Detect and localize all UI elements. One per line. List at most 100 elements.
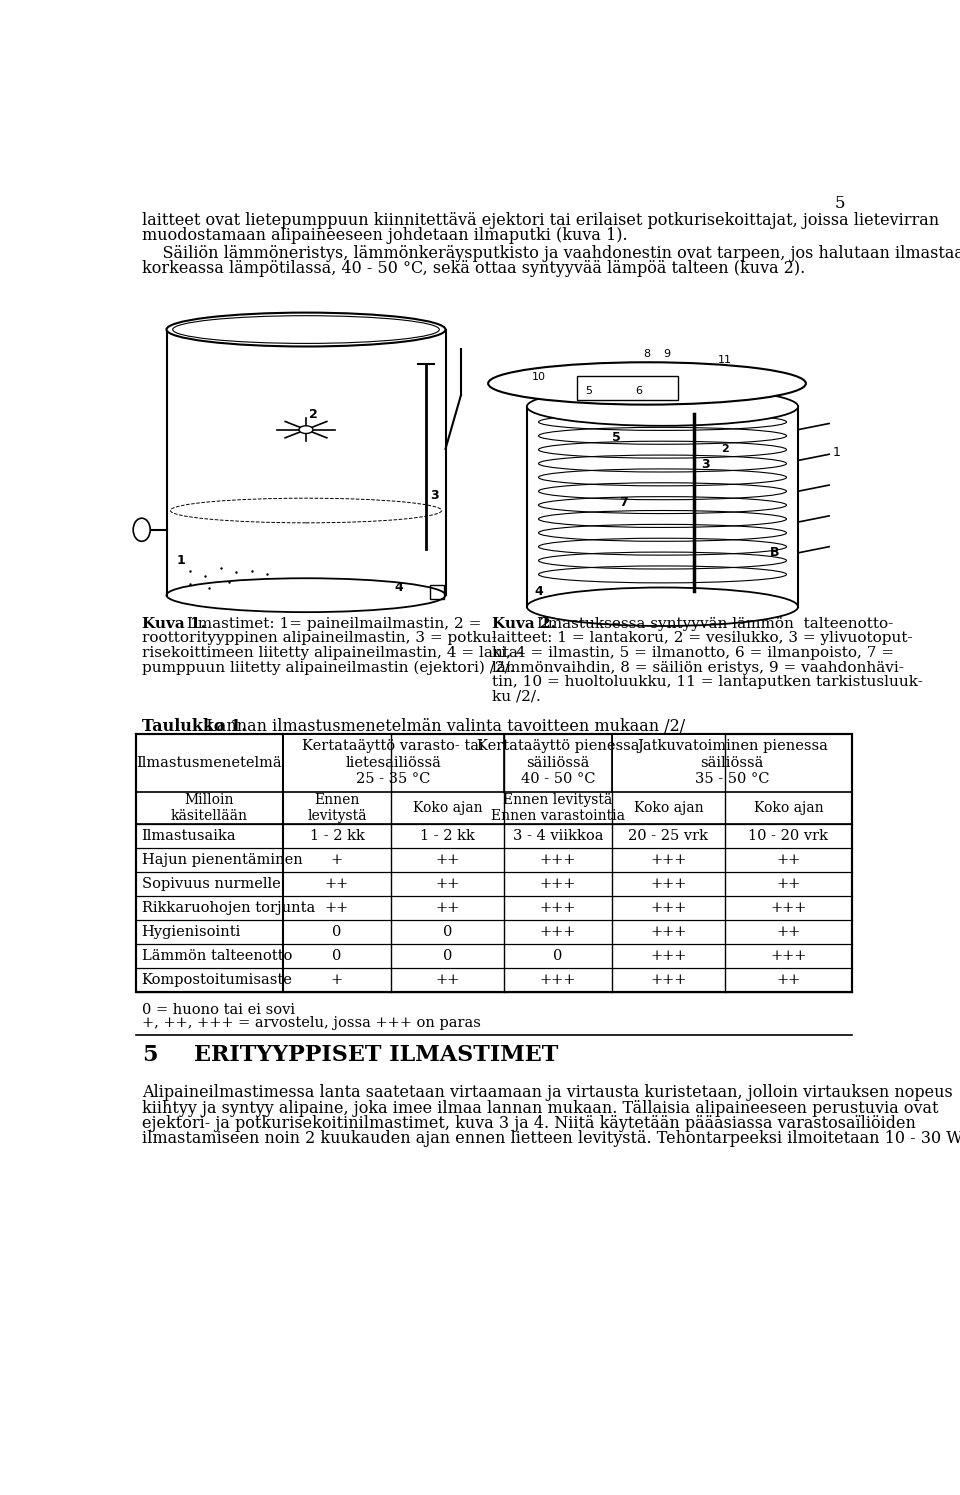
Text: Ilmastimet: 1= paineilmailmastin, 2 =: Ilmastimet: 1= paineilmailmastin, 2 =	[182, 617, 481, 631]
Text: 10: 10	[532, 372, 545, 383]
Text: 2: 2	[309, 408, 318, 420]
Text: 7: 7	[619, 496, 628, 510]
Text: laitteet ovat lietepumppuun kiinnitettävä ejektori tai erilaiset potkurisekoitta: laitteet ovat lietepumppuun kiinnitettäv…	[142, 212, 939, 229]
Text: +: +	[331, 852, 343, 867]
Text: ++: ++	[777, 973, 801, 987]
Text: 1: 1	[833, 446, 841, 459]
Text: +++: +++	[650, 878, 686, 891]
Text: ++: ++	[324, 878, 349, 891]
Text: ++: ++	[777, 925, 801, 939]
Ellipse shape	[166, 312, 445, 347]
Text: 5: 5	[612, 431, 620, 444]
Text: +++: +++	[650, 901, 686, 915]
Text: +++: +++	[650, 949, 686, 963]
Text: Sopivuus nurmelle: Sopivuus nurmelle	[142, 878, 280, 891]
Text: 5: 5	[142, 1044, 157, 1066]
Text: ++: ++	[777, 878, 801, 891]
Text: 0: 0	[443, 925, 452, 939]
Text: +++: +++	[540, 925, 576, 939]
Text: ejektori- ja potkurisekoitinilmastimet, kuva 3 ja 4. Niitä käytetään pääasiassa : ejektori- ja potkurisekoitinilmastimet, …	[142, 1115, 916, 1132]
Text: Kuva 2.: Kuva 2.	[492, 617, 556, 631]
Text: korkeassa lämpötilassa, 40 - 50 °C, sekä ottaa syntyyvää lämpöä talteen (kuva 2): korkeassa lämpötilassa, 40 - 50 °C, sekä…	[142, 260, 804, 277]
Text: Milloin
käsitellään: Milloin käsitellään	[171, 792, 248, 822]
FancyBboxPatch shape	[577, 375, 678, 401]
Text: Kompostoitumisaste: Kompostoitumisaste	[142, 973, 293, 987]
Ellipse shape	[166, 579, 445, 611]
Text: Alipaineilmastimessa lanta saatetaan virtaamaan ja virtausta kuristetaan, jolloi: Alipaineilmastimessa lanta saatetaan vir…	[142, 1084, 952, 1102]
Text: +++: +++	[650, 973, 686, 987]
Text: 1: 1	[176, 555, 185, 567]
Text: ++: ++	[435, 901, 460, 915]
Text: Ennen levitystä
Ennen varastointia: Ennen levitystä Ennen varastointia	[491, 792, 625, 822]
Text: Lannan ilmastusmenetelmän valinta tavoitteen mukaan /2/: Lannan ilmastusmenetelmän valinta tavoit…	[196, 719, 685, 736]
Text: ki, 4 = ilmastin, 5 = ilmanotto, 6 = ilmanpoisto, 7 =: ki, 4 = ilmastin, 5 = ilmanotto, 6 = ilm…	[492, 646, 894, 659]
Text: Lämmön talteenotto: Lämmön talteenotto	[142, 949, 292, 963]
Text: 5: 5	[834, 194, 845, 212]
Ellipse shape	[527, 588, 798, 626]
Text: 10 - 20 vrk: 10 - 20 vrk	[749, 828, 828, 843]
Text: +++: +++	[650, 925, 686, 939]
Text: 3: 3	[701, 457, 709, 471]
Text: 1 - 2 kk: 1 - 2 kk	[420, 828, 475, 843]
Text: Ilmastusmenetelmä: Ilmastusmenetelmä	[136, 755, 282, 770]
Text: 0: 0	[332, 925, 342, 939]
Text: ++: ++	[435, 973, 460, 987]
Text: 6: 6	[636, 386, 643, 396]
Text: 0: 0	[553, 949, 563, 963]
Text: ilmastamiseen noin 2 kuukauden ajan ennen lietteen levitystä. Tehontarpeeksi ilm: ilmastamiseen noin 2 kuukauden ajan enne…	[142, 1130, 960, 1147]
Text: +++: +++	[540, 973, 576, 987]
Text: 5: 5	[586, 386, 592, 396]
Text: Säiliön lämmöneristys, lämmönkeräysputkisto ja vaahdonestin ovat tarpeen, jos ha: Säiliön lämmöneristys, lämmönkeräysputki…	[142, 245, 960, 262]
Text: 0: 0	[443, 949, 452, 963]
Text: 3 - 4 viikkoa: 3 - 4 viikkoa	[513, 828, 603, 843]
Text: pumppuun liitetty alipaineilmastin (ejektori) /2/.: pumppuun liitetty alipaineilmastin (ejek…	[142, 661, 515, 676]
Text: Ennen
levitystä: Ennen levitystä	[307, 792, 367, 822]
Text: tin, 10 = huoltoluukku, 11 = lantaputken tarkistusluuk-: tin, 10 = huoltoluukku, 11 = lantaputken…	[492, 676, 923, 689]
Text: +++: +++	[540, 852, 576, 867]
Text: ++: ++	[435, 878, 460, 891]
Text: ku /2/.: ku /2/.	[492, 689, 540, 704]
Text: Koko ajan: Koko ajan	[413, 801, 482, 815]
Text: ++: ++	[777, 852, 801, 867]
Text: roottorityyppinen alipaineilmastin, 3 = potku-: roottorityyppinen alipaineilmastin, 3 = …	[142, 631, 496, 646]
Text: 4: 4	[395, 582, 403, 594]
Text: Hygienisointi: Hygienisointi	[142, 925, 241, 939]
Bar	[283, 734, 391, 791]
Ellipse shape	[299, 426, 313, 434]
Ellipse shape	[488, 362, 805, 405]
Text: Kuva 1.: Kuva 1.	[142, 617, 205, 631]
Text: risekoittimeen liitetty alipaineilmastin, 4 = lanta-: risekoittimeen liitetty alipaineilmastin…	[142, 646, 522, 659]
Text: lämmönvaihdin, 8 = säiliön eristys, 9 = vaahdonhävi-: lämmönvaihdin, 8 = säiliön eristys, 9 = …	[492, 661, 904, 674]
Text: 8: 8	[643, 350, 651, 359]
Text: Rikkaruohojen torjunta: Rikkaruohojen torjunta	[142, 901, 315, 915]
Text: Ilmastusaika: Ilmastusaika	[142, 828, 236, 843]
Text: 9: 9	[662, 350, 670, 359]
Text: +, ++, +++ = arvostelu, jossa +++ on paras: +, ++, +++ = arvostelu, jossa +++ on par…	[142, 1017, 481, 1030]
Text: Koko ajan: Koko ajan	[634, 801, 703, 815]
Text: laitteet: 1 = lantakoru, 2 = vesilukko, 3 = ylivuotoput-: laitteet: 1 = lantakoru, 2 = vesilukko, …	[492, 631, 913, 646]
Text: 4: 4	[534, 585, 542, 598]
Text: +++: +++	[770, 949, 806, 963]
Text: Taulukko 1.: Taulukko 1.	[142, 719, 247, 736]
Text: Kertataäyttö pienessa
säiliössä
40 - 50 °C: Kertataäyttö pienessa säiliössä 40 - 50 …	[476, 740, 639, 786]
Ellipse shape	[527, 387, 798, 426]
Text: kiihtyy ja syntyy alipaine, joka imee ilmaa lannan mukaan. Tällaisia alipaineese: kiihtyy ja syntyy alipaine, joka imee il…	[142, 1099, 938, 1117]
Text: Hajun pienentäminen: Hajun pienentäminen	[142, 852, 302, 867]
Text: 1 - 2 kk: 1 - 2 kk	[309, 828, 365, 843]
Text: Koko ajan: Koko ajan	[754, 801, 824, 815]
Text: 0: 0	[332, 949, 342, 963]
Text: 11: 11	[717, 356, 732, 365]
Text: +++: +++	[770, 901, 806, 915]
Bar	[135, 734, 852, 991]
Text: 20 - 25 vrk: 20 - 25 vrk	[628, 828, 708, 843]
Text: Ilmastuksessa syntyyvän lämmön  talteenotto-: Ilmastuksessa syntyyvän lämmön talteenot…	[532, 617, 894, 631]
Text: 2: 2	[721, 444, 729, 454]
Text: 0 = huono tai ei sovi: 0 = huono tai ei sovi	[142, 1003, 295, 1017]
Text: 3: 3	[430, 489, 439, 502]
Text: Kertataäyttö varasto- tai
lietesailiössä
25 - 35 °C: Kertataäyttö varasto- tai lietesailiössä…	[302, 740, 484, 786]
Bar	[430, 585, 444, 599]
Text: Jatkuvatoiminen pienessa
säiliössä
35 - 50 °C: Jatkuvatoiminen pienessa säiliössä 35 - …	[636, 740, 828, 786]
Text: +++: +++	[540, 878, 576, 891]
Text: B: B	[770, 546, 780, 559]
Text: +++: +++	[540, 901, 576, 915]
